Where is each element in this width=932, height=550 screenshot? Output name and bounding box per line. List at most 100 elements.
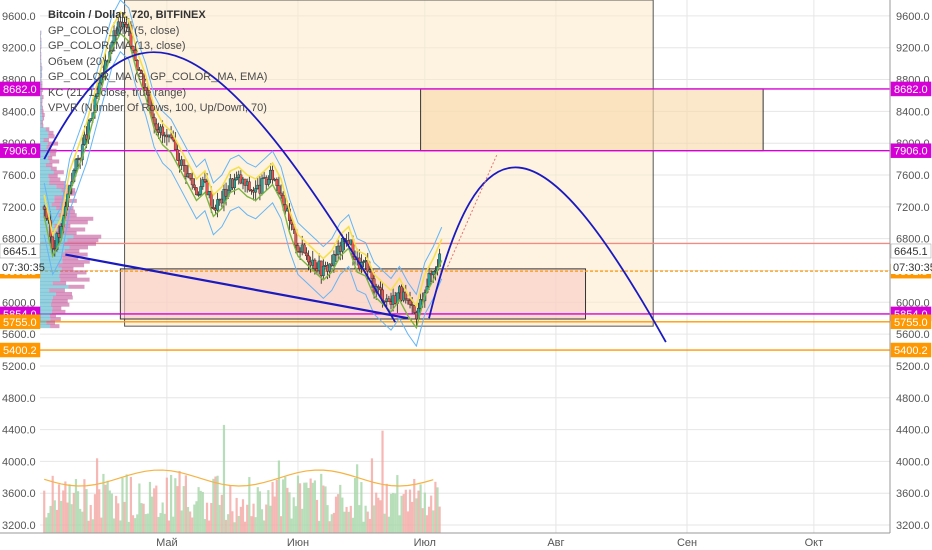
vpvr-bar-up	[40, 134, 49, 139]
volume-bar	[398, 515, 401, 533]
candle-body	[161, 126, 165, 136]
vpvr-bar-down	[49, 180, 66, 185]
y-tick-label-left: 6800.0	[2, 234, 36, 246]
candle-body	[205, 181, 209, 196]
volume-bar	[95, 458, 99, 533]
vpvr-bar-down	[50, 302, 70, 307]
candle-body	[328, 263, 332, 272]
volume-bar	[417, 490, 420, 533]
vpvr-bar-up	[40, 284, 69, 289]
candle-body	[169, 134, 173, 138]
vpvr-bar-down	[51, 299, 68, 304]
candle-body	[387, 298, 391, 302]
volume-bar	[210, 502, 213, 533]
vpvr-bar-down	[41, 95, 44, 100]
volume-bar	[51, 475, 54, 533]
vpvr-bar-up	[40, 302, 51, 307]
curve-arc-right	[428, 166, 667, 343]
volume-bar	[157, 516, 160, 533]
y-tick-label-left: 7600.0	[2, 170, 36, 182]
volume-bar	[364, 505, 367, 533]
y-tick-label-right: 3200.0	[896, 520, 930, 532]
candle-body	[431, 271, 435, 276]
time-axis[interactable]: Май Июн Июл Авг Сен Окт	[0, 532, 932, 550]
vpvr-bar-up	[40, 66, 42, 71]
vpvr-bar-down	[41, 73, 43, 78]
volume-bar	[320, 473, 323, 533]
vpvr-bar-up	[40, 91, 41, 96]
volume-bar	[347, 511, 350, 533]
candle-body	[89, 118, 93, 121]
zones	[40, 0, 890, 351]
volume-bar	[282, 479, 285, 533]
volume-bar	[110, 493, 113, 533]
y-tick-label-right: 7600.0	[896, 170, 930, 182]
vpvr-bar-down	[53, 170, 64, 175]
vpvr-bar-up	[40, 138, 44, 143]
volume-bar	[146, 513, 149, 533]
candle-body	[334, 254, 338, 256]
volume-bar	[307, 487, 310, 533]
volume-bar	[385, 483, 388, 533]
vpvr-bar-up	[40, 30, 41, 35]
candle-body	[427, 272, 431, 287]
volume-bar	[258, 491, 262, 533]
volume-bar	[330, 514, 333, 533]
legend-line[interactable]: Объем (20)	[48, 55, 106, 68]
vpvr-bar-up	[40, 163, 46, 168]
volume-bar	[218, 504, 221, 533]
vpvr-bar-up	[40, 223, 55, 228]
volume-bar	[165, 477, 168, 533]
legend-line[interactable]: GP_COLOR_MA (9, GP_COLOR_MA, EMA)	[48, 71, 268, 83]
volume-bar	[201, 491, 204, 533]
candle-body	[123, 22, 126, 25]
candle-body	[199, 186, 203, 195]
volume-bar	[239, 506, 242, 533]
volume-bar	[372, 505, 376, 533]
volume-bar	[305, 482, 308, 533]
volume-bar	[182, 486, 185, 533]
vpvr-bar-up	[40, 87, 42, 92]
vpvr-bar-down	[40, 30, 42, 35]
vpvr-bar-down	[60, 270, 87, 275]
vpvr-bar-up	[40, 317, 51, 322]
price-tag-bg	[0, 314, 41, 330]
volume-bar	[79, 508, 82, 533]
volume-bar	[199, 490, 202, 533]
vpvr-bar-down	[68, 284, 85, 289]
vpvr-bar-down	[54, 198, 77, 203]
vpvr-bar-up	[40, 109, 42, 114]
volume-bar	[370, 458, 374, 533]
candle-body	[197, 194, 200, 196]
vpvr-bar-down	[48, 134, 55, 139]
x-tick-label: Июн	[287, 537, 309, 549]
volume-bar	[368, 518, 371, 533]
vpvr-bar-down	[62, 259, 90, 264]
moving-average-line	[43, 50, 443, 348]
legend-line[interactable]: GP_COLOR_MA (13, close)	[48, 40, 186, 52]
legend-line[interactable]: KC (21, 1, close, true range)	[48, 86, 187, 99]
candle-body	[203, 179, 207, 182]
y-tick-label-right: 4800.0	[896, 393, 930, 405]
legend-line[interactable]: GP_COLOR_MA (5, close)	[48, 24, 180, 37]
volume-bar	[246, 504, 249, 533]
vpvr-bar-down	[42, 116, 45, 121]
candle-body	[112, 30, 116, 43]
vpvr-bar-up	[40, 295, 54, 300]
vpvr-bar-down	[49, 313, 56, 318]
volume-bar	[125, 474, 128, 533]
vpvr-bar-up	[40, 198, 55, 203]
volume-bar	[358, 505, 361, 533]
volume-bar	[55, 509, 59, 533]
volume-bar	[411, 501, 414, 533]
volume-bar	[438, 506, 441, 533]
volume-bar	[337, 494, 340, 533]
vpvr-bar-up	[40, 313, 50, 318]
vpvr-bar-up	[40, 102, 42, 107]
legend-title[interactable]: Bitcoin / Dollar, 720, BITFINEX	[48, 9, 206, 21]
legend-line[interactable]: VPVR (Number Of Rows, 100, Up/Down, 70)	[48, 102, 267, 114]
vpvr-bar-down	[67, 238, 99, 243]
vpvr-bar-down	[40, 37, 42, 42]
vpvr-bar-down	[53, 295, 73, 300]
